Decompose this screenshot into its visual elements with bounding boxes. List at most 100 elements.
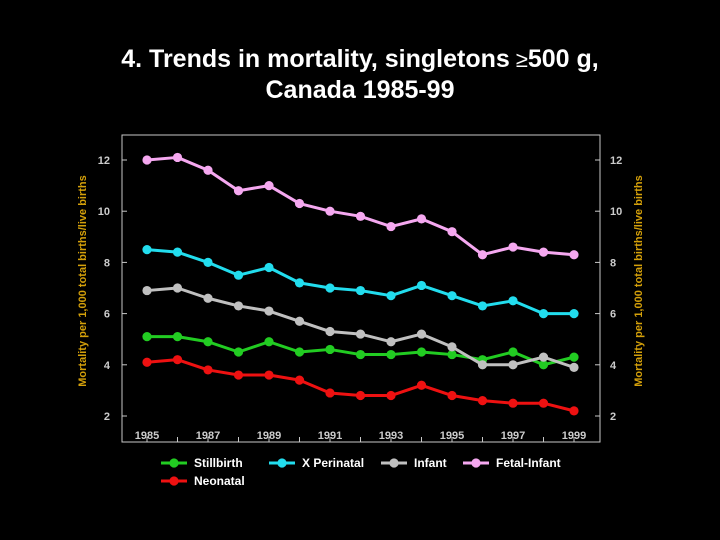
- x-tick-label: 1995: [440, 430, 464, 442]
- legend-item-fetal-infant: Fetal-Infant: [463, 456, 561, 470]
- data-point-fetal-infant: [508, 242, 518, 252]
- series-infant: [142, 283, 579, 372]
- data-point-fetal-infant: [233, 186, 244, 196]
- legend-item-stillbirth: Stillbirth: [161, 456, 243, 470]
- left-y-axis: 2 4 6 8 10 12: [98, 155, 127, 423]
- data-point-infant: [355, 329, 366, 339]
- data-point-neonatal: [569, 406, 579, 416]
- data-point-x-perinatal: [203, 257, 213, 267]
- data-point-fetal-infant: [203, 165, 213, 175]
- legend-label: X Perinatal: [302, 456, 364, 470]
- greater-equal-symbol: ≥: [515, 47, 528, 72]
- data-point-x-perinatal: [416, 280, 427, 291]
- legend-swatch-marker: [169, 476, 179, 486]
- data-point-stillbirth: [355, 349, 366, 360]
- series-layer: [142, 152, 579, 416]
- data-point-infant: [508, 360, 518, 370]
- x-tick-label: 1999: [562, 430, 586, 442]
- series-fetal-infant: [142, 152, 579, 260]
- data-point-stillbirth: [294, 347, 305, 357]
- title-line-1: 4. Trends in mortality, singletons ≥500 g…: [0, 44, 720, 75]
- legend-swatch-marker: [389, 458, 399, 468]
- data-point-stillbirth: [264, 337, 274, 347]
- data-point-stillbirth: [416, 347, 427, 357]
- right-y-tick-label: 2: [610, 411, 616, 423]
- data-point-infant: [203, 293, 213, 303]
- legend-label: Neonatal: [194, 474, 245, 488]
- x-tick-label: 1985: [135, 430, 159, 442]
- right-y-tick-label: 12: [610, 155, 622, 167]
- data-point-fetal-infant: [569, 250, 579, 260]
- legend-swatch-marker: [277, 458, 287, 468]
- left-y-tick-label: 2: [104, 411, 110, 423]
- y-axis-label-right: Mortality per 1,000 total births/live bi…: [633, 175, 645, 387]
- data-point-stillbirth: [325, 344, 335, 355]
- data-point-infant: [294, 316, 305, 326]
- left-y-tick-label: 10: [98, 206, 110, 218]
- data-point-neonatal: [233, 370, 244, 380]
- data-point-neonatal: [325, 388, 335, 398]
- left-y-tick-label: 8: [104, 257, 110, 269]
- left-y-tick-label: 6: [104, 309, 110, 321]
- data-point-fetal-infant: [416, 214, 427, 224]
- legend-item-neonatal: Neonatal: [161, 474, 245, 488]
- data-point-x-perinatal: [447, 291, 457, 301]
- data-point-fetal-infant: [325, 206, 335, 216]
- legend-label: Stillbirth: [194, 456, 243, 470]
- data-point-neonatal: [508, 398, 518, 408]
- data-point-fetal-infant: [294, 198, 305, 209]
- left-y-tick-label: 12: [98, 155, 110, 167]
- y-axis-label-left: Mortality per 1,000 total births/live bi…: [77, 175, 89, 387]
- data-point-neonatal: [142, 357, 152, 367]
- data-point-infant: [172, 283, 183, 293]
- data-point-fetal-infant: [264, 181, 274, 191]
- data-point-stillbirth: [538, 360, 549, 370]
- data-point-neonatal: [416, 380, 427, 390]
- data-point-x-perinatal: [538, 309, 549, 319]
- data-point-neonatal: [355, 390, 366, 401]
- data-point-stillbirth: [233, 347, 244, 357]
- series-neonatal: [142, 355, 579, 416]
- series-stillbirth: [142, 332, 579, 370]
- legend-label: Fetal-Infant: [496, 456, 561, 470]
- data-point-neonatal: [447, 390, 457, 401]
- title-suffix: 500 g,: [527, 45, 599, 73]
- data-point-stillbirth: [142, 332, 152, 342]
- data-point-stillbirth: [569, 352, 579, 362]
- data-point-infant: [569, 362, 579, 372]
- data-point-x-perinatal: [172, 247, 183, 257]
- right-y-tick-label: 4: [610, 360, 617, 372]
- series-x-perinatal: [142, 245, 579, 319]
- data-point-neonatal: [294, 375, 305, 385]
- legend-item-x-perinatal: X Perinatal: [269, 456, 364, 470]
- data-point-infant: [264, 306, 274, 316]
- legend-item-infant: Infant: [381, 456, 447, 470]
- data-point-x-perinatal: [294, 278, 305, 288]
- data-point-stillbirth: [172, 332, 183, 342]
- legend-label: Infant: [414, 456, 447, 470]
- legend-swatch-marker: [169, 458, 179, 468]
- data-point-neonatal: [538, 398, 549, 408]
- data-point-x-perinatal: [142, 245, 152, 255]
- x-tick-label: 1987: [196, 430, 220, 442]
- data-point-x-perinatal: [477, 301, 488, 311]
- data-point-fetal-infant: [477, 250, 488, 260]
- left-y-tick-label: 4: [104, 360, 111, 372]
- data-point-fetal-infant: [538, 247, 549, 257]
- data-point-neonatal: [477, 396, 488, 406]
- title-prefix: 4. Trends in mortality, singletons: [121, 45, 510, 73]
- data-point-fetal-infant: [386, 221, 396, 232]
- x-axis: 1985 1987 1989 1991 1993 1995 1997 1999: [135, 430, 586, 442]
- x-tick-label: 1989: [257, 430, 281, 442]
- data-point-fetal-infant: [142, 155, 152, 165]
- data-point-x-perinatal: [264, 262, 274, 273]
- data-point-x-perinatal: [508, 296, 518, 306]
- data-point-infant: [447, 342, 457, 352]
- legend-swatch-marker: [471, 458, 481, 468]
- data-point-x-perinatal: [386, 291, 396, 301]
- data-point-stillbirth: [386, 349, 396, 360]
- data-point-neonatal: [386, 390, 396, 401]
- data-point-neonatal: [172, 355, 183, 365]
- data-point-infant: [477, 360, 488, 370]
